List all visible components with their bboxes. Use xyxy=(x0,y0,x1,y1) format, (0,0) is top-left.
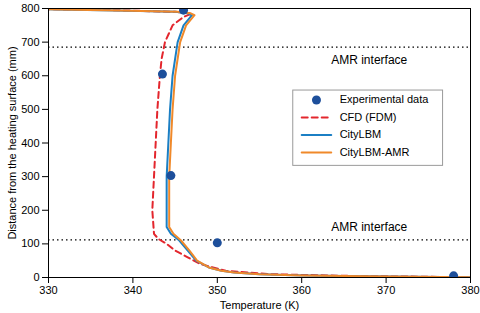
svg-text:350: 350 xyxy=(208,284,226,296)
svg-text:AMR interface: AMR interface xyxy=(331,220,407,234)
svg-text:700: 700 xyxy=(21,36,39,48)
svg-text:Experimental data: Experimental data xyxy=(340,93,430,105)
svg-text:Temperature (K): Temperature (K) xyxy=(220,299,299,311)
svg-text:100: 100 xyxy=(21,237,39,249)
svg-text:600: 600 xyxy=(21,69,39,81)
svg-text:CityLBM: CityLBM xyxy=(340,128,382,140)
svg-text:500: 500 xyxy=(21,103,39,115)
svg-text:Distance from the heating surf: Distance from the heating surface (mm) xyxy=(6,46,18,239)
svg-text:340: 340 xyxy=(124,284,142,296)
svg-text:380: 380 xyxy=(461,284,479,296)
svg-text:0: 0 xyxy=(33,271,39,283)
svg-text:370: 370 xyxy=(377,284,395,296)
svg-text:330: 330 xyxy=(39,284,57,296)
svg-text:300: 300 xyxy=(21,170,39,182)
svg-text:400: 400 xyxy=(21,137,39,149)
svg-text:CityLBM-AMR: CityLBM-AMR xyxy=(340,146,410,158)
svg-text:AMR interface: AMR interface xyxy=(331,53,407,67)
svg-text:200: 200 xyxy=(21,204,39,216)
svg-text:CFD (FDM): CFD (FDM) xyxy=(340,111,397,123)
svg-text:360: 360 xyxy=(293,284,311,296)
svg-text:800: 800 xyxy=(21,2,39,14)
